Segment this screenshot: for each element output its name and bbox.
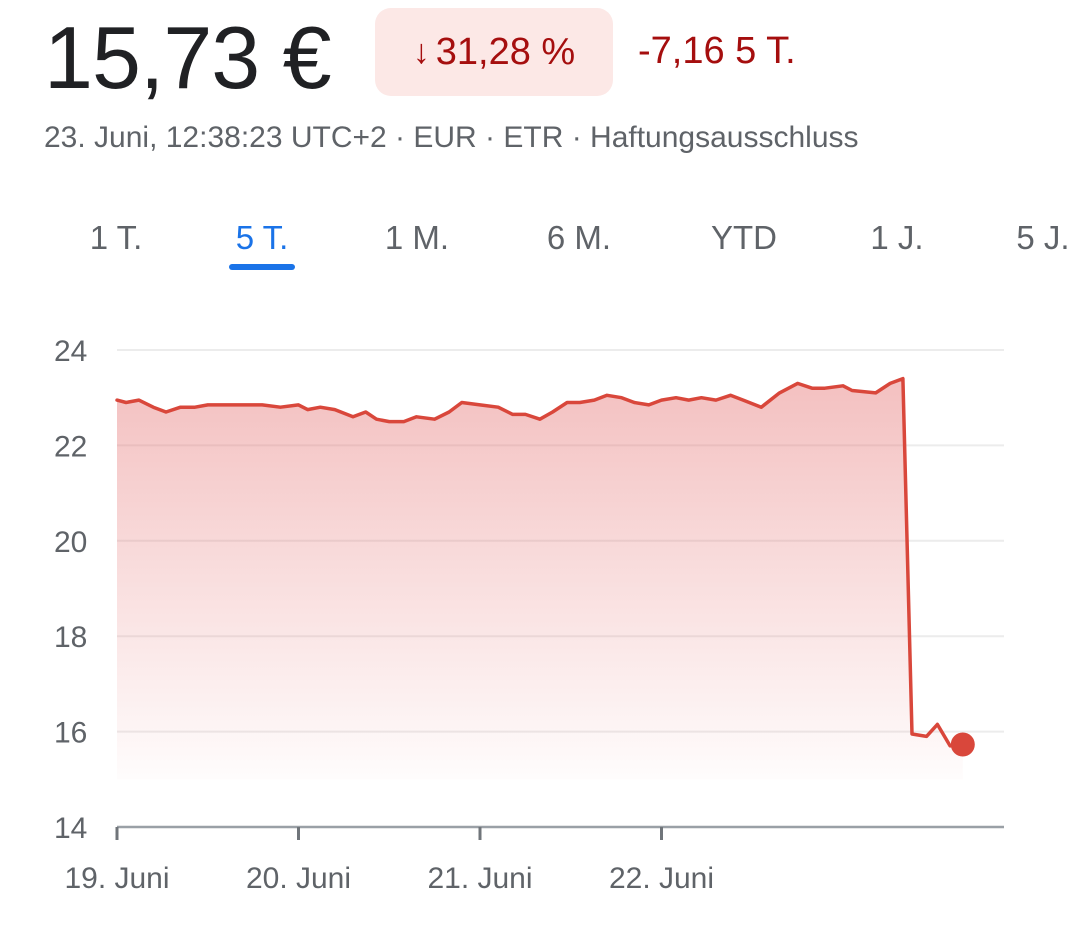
y-tick-label: 18 (54, 621, 87, 654)
tab-ytd[interactable]: YTD (711, 219, 777, 256)
range-tabs: 1 T. 5 T. 1 M. 6 M. YTD 1 J. 5 J. (0, 212, 1080, 272)
price-area-fill (117, 378, 963, 780)
tab-1-month[interactable]: 1 M. (384, 219, 450, 256)
y-tick-label: 14 (54, 812, 87, 845)
tab-5-years[interactable]: 5 J. (1016, 219, 1070, 256)
tab-1-day[interactable]: 1 T. (89, 219, 143, 256)
tab-5-days[interactable]: 5 T. (235, 219, 289, 256)
current-price-marker (950, 732, 975, 757)
y-tick-label: 22 (54, 430, 87, 463)
change-percent-value: 31,28 % (435, 30, 576, 73)
change-absolute: -7,16 5 T. (638, 30, 796, 72)
price-line (115, 376, 965, 748)
x-tick-label: 21. Juni (427, 862, 532, 895)
tab-6-months[interactable]: 6 M. (546, 219, 612, 256)
y-tick-label: 20 (54, 526, 87, 559)
current-price: 15,73 € (44, 8, 332, 107)
change-percent-badge: ↓ 31,28 % (375, 8, 613, 96)
x-tick-label: 19. Juni (64, 862, 169, 895)
y-tick-label: 24 (54, 335, 87, 368)
y-tick-label: 16 (54, 717, 87, 750)
x-tick-label: 20. Juni (246, 862, 351, 895)
active-tab-indicator (229, 264, 295, 270)
tab-1-year[interactable]: 1 J. (870, 219, 924, 256)
quote-meta: 23. Juni, 12:38:23 UTC+2 · EUR · ETR · H… (44, 121, 859, 154)
arrow-down-icon: ↓ (412, 32, 430, 71)
x-tick-label: 22. Juni (609, 862, 714, 895)
